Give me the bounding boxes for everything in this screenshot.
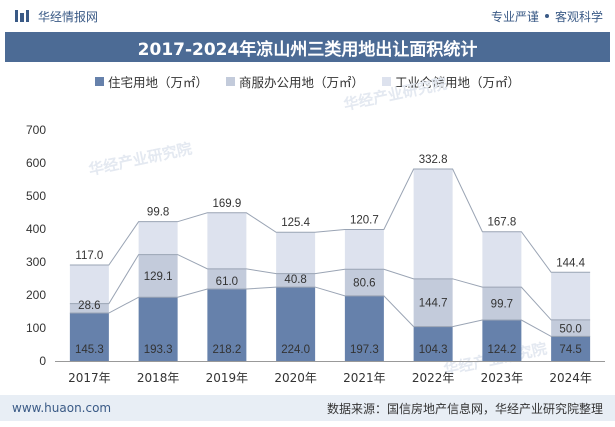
chart-legend: 住宅用地（万㎡） 商服办公用地（万㎡） 工业仓储用地（万㎡） [0, 71, 615, 91]
bar-segment [344, 229, 384, 270]
bar-segment [207, 268, 247, 289]
y-tick-label: 400 [26, 222, 46, 236]
data-label: 50.0 [559, 323, 581, 335]
bar-segment [276, 273, 316, 288]
bar-segment [482, 320, 522, 361]
huajing-logo-icon [15, 10, 29, 22]
y-tick-label: 700 [26, 123, 46, 137]
watermark-text: 华经产业研究院 [342, 74, 448, 113]
data-label: 167.8 [487, 217, 516, 229]
bar-segment [344, 269, 384, 296]
legend-item-commercial: 商服办公用地（万㎡） [225, 71, 364, 91]
data-label: 61.0 [216, 276, 238, 288]
bar-segment [551, 336, 591, 361]
legend-swatch-industrial [382, 76, 391, 86]
chart-title: 2017-2024年凉山州三类用地出让面积统计 [137, 39, 478, 60]
bar-segment [413, 169, 453, 279]
data-label: 125.4 [281, 217, 310, 229]
series-connector-line [69, 254, 591, 321]
bar-segment [413, 326, 453, 361]
y-tick-label: 100 [26, 321, 46, 335]
data-label: 145.3 [75, 344, 104, 356]
x-tick-label: 2020年 [274, 371, 317, 385]
data-label: 40.8 [284, 274, 306, 286]
x-tick-label: 2017年 [68, 371, 111, 385]
legend-swatch-residential [94, 76, 104, 86]
series-connector-line [69, 168, 591, 273]
bar-segment [69, 265, 109, 304]
bar-segment [482, 287, 522, 321]
data-label: 120.7 [350, 214, 379, 226]
x-tick-label: 2021年 [343, 371, 386, 385]
data-label: 193.3 [144, 344, 173, 356]
top-bar: 华经情报网 专业严谨 客观科学 [0, 0, 615, 32]
y-tick-label: 200 [26, 288, 46, 302]
footer-url: www.huaon.com [12, 401, 112, 415]
bar-segment [138, 297, 178, 361]
legend-item-industrial: 工业仓储用地（万㎡） [382, 71, 520, 91]
data-label: 28.6 [78, 300, 100, 312]
data-label: 99.7 [491, 299, 513, 311]
y-tick-label: 600 [26, 156, 46, 170]
data-label: 129.1 [144, 271, 173, 283]
data-label: 104.3 [419, 344, 448, 356]
data-label: 332.8 [419, 154, 448, 166]
legend-label-industrial: 工业仓储用地（万㎡） [395, 74, 521, 90]
brand: 华经情报网 [14, 8, 98, 25]
watermark-text: 华经产业研究院 [87, 139, 193, 178]
bar-segment [138, 254, 178, 298]
data-label: 197.3 [350, 344, 379, 356]
series-connector-line [69, 286, 591, 337]
x-tick-label: 2022年 [412, 371, 455, 385]
bar-segment [344, 295, 384, 361]
bar-segment [276, 232, 316, 274]
legend-label-residential: 住宅用地（万㎡） [107, 74, 208, 90]
bar-segment [551, 319, 591, 337]
data-label: 218.2 [212, 344, 241, 356]
data-label: 80.6 [353, 278, 375, 290]
footer-bar: www.huaon.com 数据来源：国信房地产信息网，华经产业研究院整理 [0, 395, 615, 421]
bar-segment [551, 272, 591, 320]
x-tick-label: 2023年 [481, 371, 524, 385]
legend-item-residential: 住宅用地（万㎡） [94, 71, 208, 91]
bar-segment [413, 278, 453, 327]
data-label: 74.5 [559, 344, 581, 356]
y-tick-label: 500 [26, 189, 46, 203]
bar-segment [138, 221, 178, 255]
footer-source: 数据来源：国信房地产信息网，华经产业研究院整理 [326, 401, 603, 416]
data-label: 144.7 [419, 298, 448, 310]
data-label: 169.9 [212, 198, 241, 210]
x-tick-label: 2024年 [549, 371, 592, 385]
stacked-bar-chart: 华经产业研究院华经产业研究院华经产业研究院0100200300400500600… [26, 74, 605, 385]
x-tick-label: 2018年 [137, 371, 180, 385]
bar-segment [482, 231, 522, 288]
brand-name: 华经情报网 [38, 9, 99, 24]
tagline-objective: 客观科学 [554, 9, 603, 24]
tagline: 专业严谨 客观科学 [491, 8, 603, 25]
y-tick-label: 0 [39, 354, 46, 368]
chart-title-bar: 2017-2024年凉山州三类用地出让面积统计 [5, 32, 610, 62]
bar-segment [69, 303, 109, 314]
x-tick-label: 2019年 [206, 371, 249, 385]
bar-segment [276, 287, 316, 361]
legend-swatch-commercial [225, 76, 235, 86]
tagline-professional: 专业严谨 [490, 9, 539, 24]
y-tick-label: 300 [26, 255, 46, 269]
legend-label-commercial: 商服办公用地（万㎡） [238, 74, 364, 90]
bar-segment [207, 212, 247, 269]
bar-segment [69, 313, 109, 361]
data-label: 144.4 [556, 257, 585, 269]
data-label: 117.0 [75, 250, 103, 262]
data-label: 224.0 [281, 344, 310, 356]
data-label: 124.2 [487, 344, 516, 356]
data-label: 99.8 [147, 207, 169, 219]
separator-dot-icon [544, 14, 549, 18]
bar-segment [207, 288, 247, 361]
